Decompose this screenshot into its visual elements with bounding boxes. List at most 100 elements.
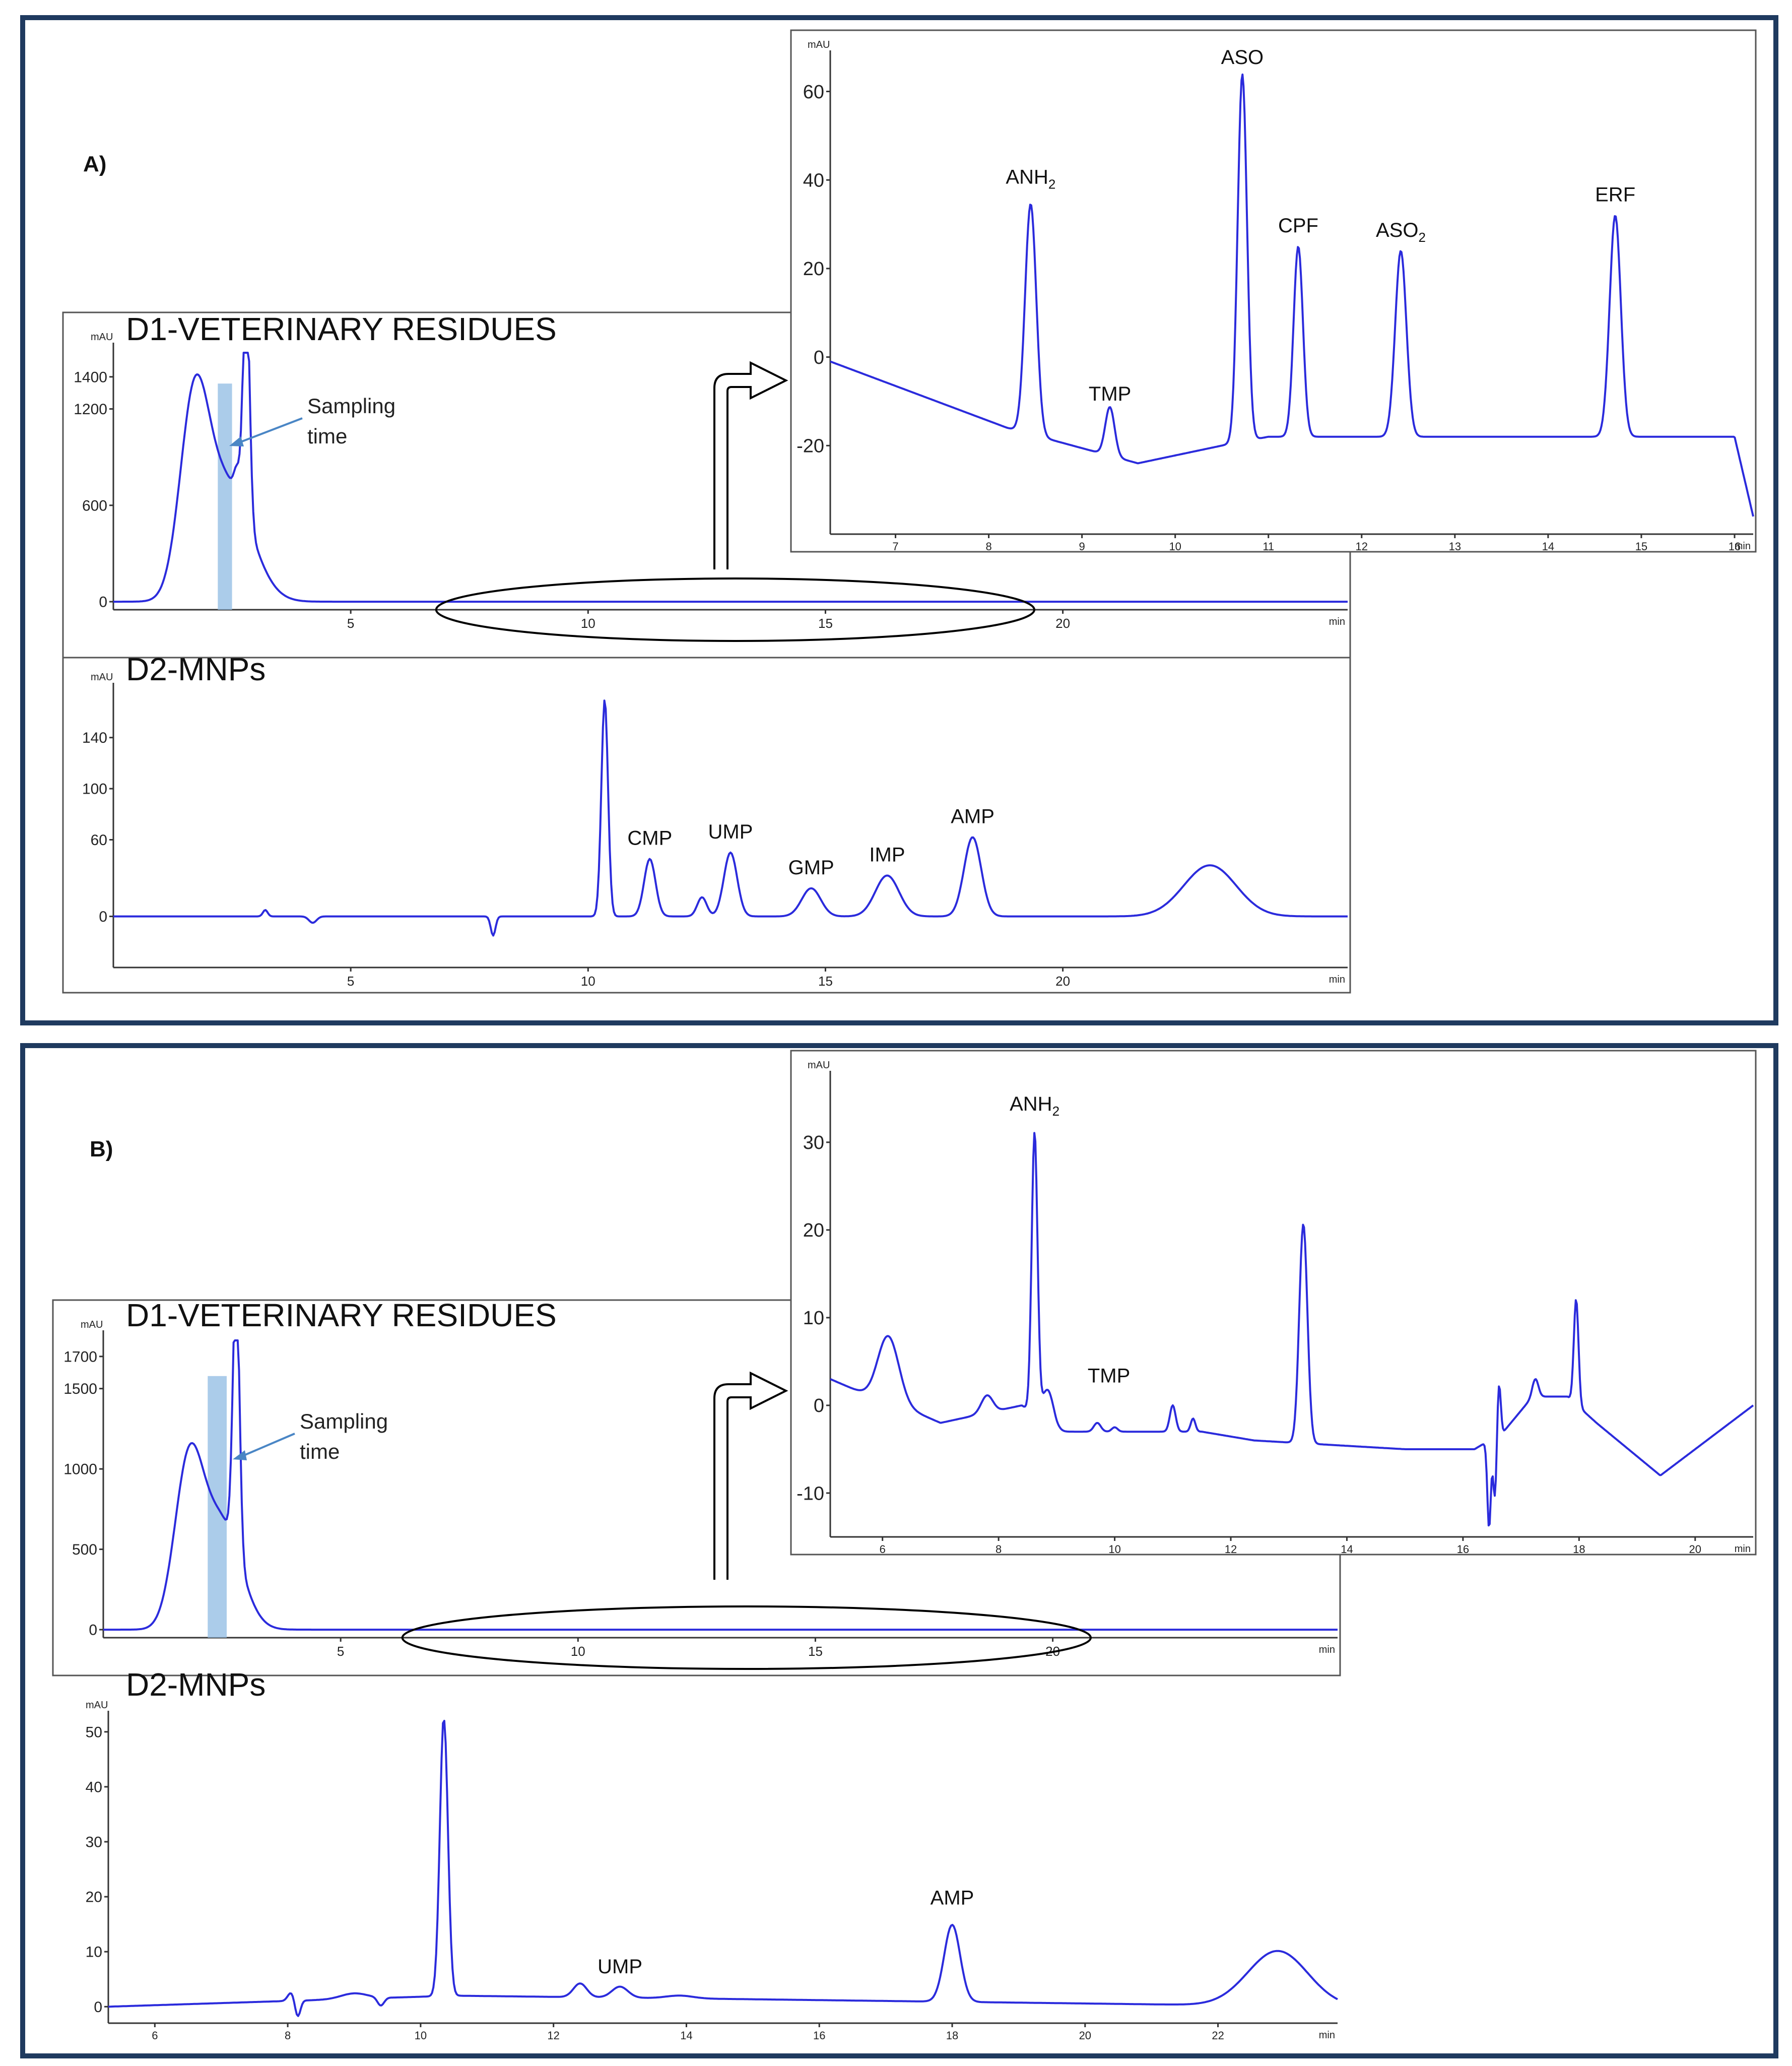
y-unit-label: mAU — [808, 1060, 830, 1071]
peak-label: TMP — [1088, 1365, 1130, 1387]
y-tick-label: -10 — [797, 1483, 824, 1504]
y-tick-label: 100 — [82, 781, 107, 798]
y-tick-label: 1500 — [63, 1381, 97, 1397]
chart-a-d2-title: D2-MNPs — [126, 651, 266, 687]
sampling-annotation-a: Sampling time — [229, 394, 395, 448]
sampling-label-a-line2: time — [307, 424, 347, 448]
sampling-pointer-b — [241, 1433, 295, 1457]
chart-b-d2-title: D2-MNPs — [126, 1666, 266, 1703]
peak-label: ASO2 — [1376, 219, 1426, 245]
x-tick-label: 5 — [347, 616, 354, 631]
y-unit-label: mAU — [86, 1700, 108, 1711]
x-tick-label: 12 — [1356, 540, 1368, 553]
x-tick-label: 6 — [152, 2029, 158, 2042]
x-tick-label: 9 — [1079, 540, 1085, 553]
y-unit-label: mAU — [808, 39, 830, 50]
y-tick-label: 60 — [91, 832, 107, 849]
x-unit-label: min — [1319, 1644, 1335, 1655]
y-unit-label: mAU — [91, 672, 113, 683]
y-tick-label: 30 — [803, 1132, 824, 1153]
panel-b-label: B) — [90, 1137, 113, 1161]
peak-label: CMP — [627, 827, 672, 850]
peak-label: IMP — [869, 844, 905, 866]
x-tick-label: 18 — [946, 2029, 958, 2042]
x-tick-label: 10 — [581, 616, 595, 631]
x-tick-label: 10 — [1108, 1543, 1120, 1556]
peak-label: ERF — [1595, 183, 1635, 206]
chromatogram-trace — [830, 73, 1754, 517]
zoom-region-ellipse — [435, 577, 1036, 642]
peak-label: ASO — [1221, 46, 1264, 69]
sampling-pointer-a — [236, 417, 303, 444]
y-tick-label: 60 — [803, 82, 824, 103]
x-tick-label: 15 — [818, 616, 833, 631]
x-tick-label: 7 — [892, 540, 898, 553]
chart-b-zoom-box — [790, 1050, 1757, 1556]
peak-label: TMP — [1089, 383, 1131, 405]
x-tick-label: 10 — [415, 2029, 427, 2042]
sampling-label-b-line2: time — [300, 1440, 340, 1463]
sampling-arrowhead-b — [233, 1450, 247, 1460]
y-tick-label: 600 — [82, 497, 107, 514]
y-tick-label: 10 — [86, 1944, 102, 1961]
chart-a-d1-title: D1-VETERINARY RESIDUES — [126, 311, 557, 347]
peak-label: GMP — [788, 857, 834, 879]
x-tick-label: 15 — [818, 974, 833, 989]
x-unit-label: min — [1329, 974, 1345, 985]
peak-label: UMP — [708, 821, 753, 843]
peak-label: ANH2 — [1010, 1093, 1059, 1119]
peak-label: AMP — [931, 1887, 974, 1909]
y-tick-label: 0 — [94, 1999, 102, 2016]
sampling-annotation-b: Sampling time — [233, 1409, 388, 1463]
callout-arrow-a — [713, 361, 788, 569]
y-tick-label: 40 — [86, 1779, 102, 1795]
sampling-band — [218, 383, 232, 610]
sampling-label-b-line1: Sampling — [300, 1409, 388, 1433]
x-tick-label: 8 — [995, 1543, 1002, 1556]
peak-label: UMP — [598, 1956, 642, 1978]
y-unit-label: mAU — [81, 1319, 103, 1330]
x-tick-label: 14 — [1542, 540, 1554, 553]
peak-label: AMP — [951, 805, 994, 827]
x-tick-label: 12 — [1225, 1543, 1237, 1556]
y-tick-label: 1000 — [63, 1461, 97, 1478]
x-tick-label: 14 — [680, 2029, 692, 2042]
x-tick-label: 18 — [1573, 1543, 1585, 1556]
chart-a-d2: D2-MNPs 0 60 100 140 5 10 15 20 mAU min CMP UMP GMP I… — [62, 651, 1351, 994]
y-tick-label: 0 — [99, 594, 107, 611]
x-tick-label: 5 — [337, 1644, 344, 1659]
x-tick-label: 15 — [1635, 540, 1647, 553]
panel-a-frame — [20, 15, 1778, 1025]
peak-label: CPF — [1278, 215, 1318, 237]
x-tick-label: 10 — [581, 974, 595, 989]
chromatogram-trace — [113, 699, 1348, 937]
y-tick-label: 50 — [86, 1724, 102, 1740]
chart-b-d1-title: D1-VETERINARY RESIDUES — [126, 1297, 557, 1333]
y-tick-label: 40 — [803, 170, 824, 191]
x-tick-label: 20 — [1055, 974, 1070, 989]
x-tick-label: 14 — [1341, 1543, 1353, 1556]
x-unit-label: min — [1735, 1543, 1751, 1555]
panel-a-label: A) — [83, 152, 106, 176]
x-tick-label: 11 — [1263, 540, 1274, 553]
chromatogram-trace — [113, 352, 1348, 603]
sampling-label-a-line1: Sampling — [307, 394, 395, 418]
y-tick-label: 20 — [803, 1220, 824, 1241]
y-tick-label: 10 — [803, 1308, 824, 1329]
x-tick-label: 22 — [1212, 2029, 1224, 2042]
chart-a-zoom-box — [790, 29, 1757, 553]
y-tick-label: 1200 — [74, 401, 107, 418]
panel-b-frame — [20, 1043, 1778, 2058]
chart-b-d2: D2-MNPs 0 10 20 30 40 50 6 8 10 12 14 16 18 20 22 mAU mi… — [86, 1666, 1338, 2042]
y-tick-label: 1700 — [63, 1348, 97, 1365]
x-tick-label: 16 — [813, 2029, 825, 2042]
x-tick-label: 5 — [347, 974, 354, 989]
y-tick-label: 500 — [72, 1541, 97, 1558]
chromatogram-trace — [830, 1132, 1754, 1527]
y-tick-label: 0 — [814, 347, 824, 368]
x-tick-label: 8 — [285, 2029, 291, 2042]
x-tick-label: 6 — [880, 1543, 886, 1556]
x-tick-label: 12 — [547, 2029, 559, 2042]
x-tick-label: 20 — [1079, 2029, 1091, 2042]
